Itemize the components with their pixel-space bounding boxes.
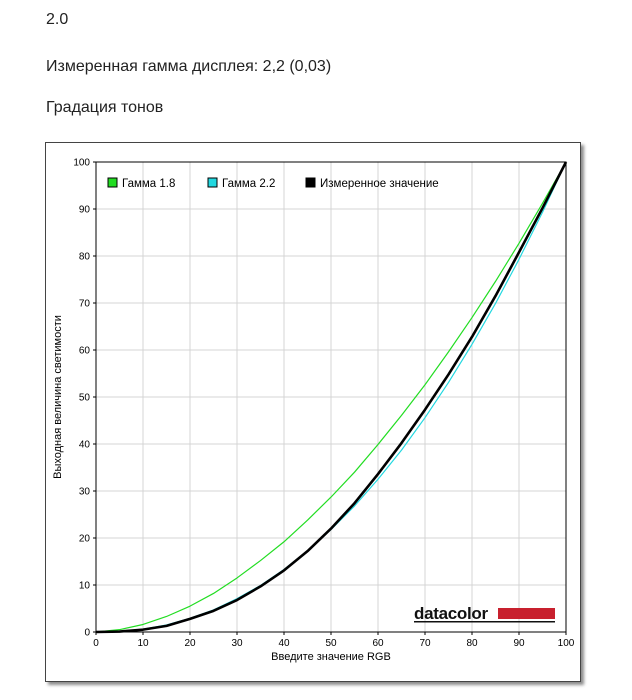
legend-swatch-3 bbox=[305, 177, 316, 188]
y-tick-label: 80 bbox=[79, 252, 91, 263]
x-tick-label: 70 bbox=[419, 638, 431, 649]
series-line-1 bbox=[95, 161, 567, 633]
x-axis-label: Введите значение RGB bbox=[271, 651, 391, 663]
series-lines bbox=[95, 161, 568, 634]
x-tick-label: 50 bbox=[325, 638, 337, 649]
series-line-3 bbox=[95, 161, 568, 634]
logo-underline bbox=[414, 621, 555, 623]
y-axis-label: Выходная величина светимости bbox=[52, 315, 64, 479]
y-tick-label: 90 bbox=[79, 205, 91, 216]
y-tick-label: 40 bbox=[79, 440, 91, 451]
tone-gradation-chart: 0 10 20 30 40 50 60 70 80 90 100 0 10 20 30 40 50 60 70 80 9… bbox=[52, 158, 575, 664]
y-tick-label: 20 bbox=[79, 534, 91, 545]
legend-label-1: Гамма 1.8 bbox=[122, 178, 175, 190]
y-tick-label: 10 bbox=[79, 581, 91, 592]
x-tick-label: 90 bbox=[513, 638, 525, 649]
chart-frame: 0 10 20 30 40 50 60 70 80 90 100 0 10 20 30 40 50 60 70 80 9… bbox=[45, 142, 581, 682]
x-tick-label: 0 bbox=[93, 638, 99, 649]
y-tick-label: 60 bbox=[79, 346, 91, 357]
measured-gamma-label: Измеренная гамма дисплея: 2,2 (0,03) bbox=[46, 58, 332, 75]
x-tick-label: 20 bbox=[184, 638, 196, 649]
y-tick-label: 0 bbox=[84, 628, 90, 639]
section-title: Градация тонов bbox=[46, 99, 164, 116]
x-tick-label: 40 bbox=[278, 638, 290, 649]
legend-label-2: Гамма 2.2 bbox=[222, 178, 275, 190]
x-tick-label: 10 bbox=[137, 638, 149, 649]
y-tick-label: 70 bbox=[79, 299, 91, 310]
x-tick-label: 100 bbox=[558, 638, 575, 649]
y-tick-label: 30 bbox=[79, 487, 91, 498]
logo-bar bbox=[498, 608, 555, 619]
y-tick-label: 50 bbox=[79, 393, 91, 404]
logo-text: datacolor bbox=[414, 604, 489, 623]
x-tick-label: 80 bbox=[466, 638, 478, 649]
version-label: 2.0 bbox=[46, 11, 69, 28]
legend-swatch-2 bbox=[207, 177, 218, 188]
legend-swatch-1 bbox=[107, 177, 118, 188]
datacolor-logo: datacolor bbox=[414, 604, 555, 623]
grid bbox=[96, 162, 566, 632]
x-tick-label: 60 bbox=[372, 638, 384, 649]
x-tick-label: 30 bbox=[231, 638, 243, 649]
legend: Гамма 1.8 Гамма 2.2 Измеренное значение bbox=[107, 177, 439, 190]
tick-labels: 0 10 20 30 40 50 60 70 80 90 100 0 10 20 30 40 50 60 70 80 9… bbox=[73, 158, 574, 650]
legend-label-3: Измеренное значение bbox=[320, 178, 439, 190]
y-tick-label: 100 bbox=[73, 158, 90, 169]
